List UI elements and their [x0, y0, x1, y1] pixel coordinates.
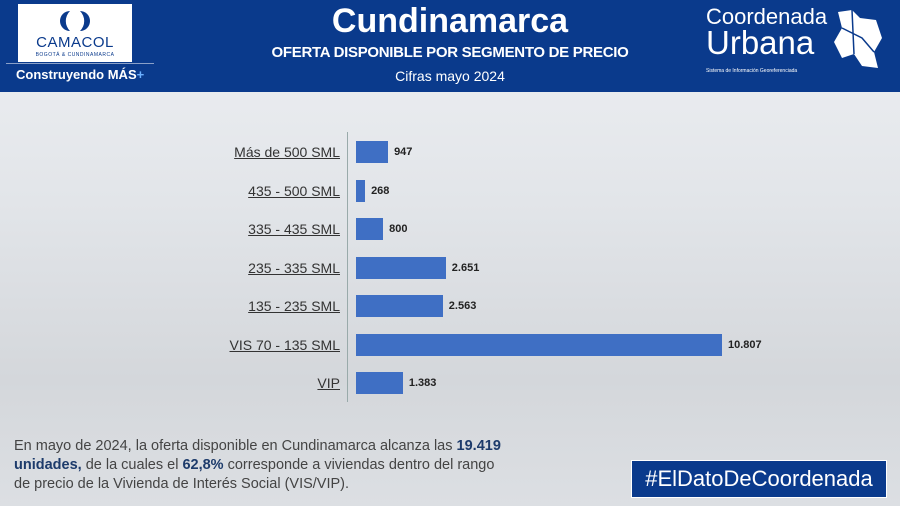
bar [356, 179, 366, 202]
hashtag-badge: #ElDatoDeCoordenada [631, 460, 887, 498]
page-subtitle: OFERTA DISPONIBLE POR SEGMENTO DE PRECIO [271, 44, 629, 61]
camacol-name: CAMACOL [36, 34, 114, 51]
category-label: 435 - 500 SML [248, 182, 340, 199]
bar [356, 218, 384, 240]
date-note: Cifras mayo 2024 [395, 68, 505, 84]
bar [356, 295, 443, 317]
bar [356, 372, 403, 394]
camacol-mark-icon [60, 11, 90, 31]
tagline: Construyendo MÁS+ [16, 67, 145, 82]
coordenada-urbana-logo: Coordenada Urbana Sistema de Información… [706, 4, 828, 75]
data-label: 2.563 [448, 300, 477, 312]
camacol-logo: CAMACOL BOGOTÁ & CUNDINAMARCA [18, 4, 132, 62]
y-axis-line [347, 132, 348, 402]
category-label: Más de 500 SML [234, 144, 340, 160]
category-label: 335 - 435 SML [248, 221, 340, 237]
data-label: 268 [371, 184, 390, 197]
divider [6, 63, 154, 64]
camacol-sub: BOGOTÁ & CUNDINAMARCA [35, 52, 115, 58]
category-label: 135 - 235 SML [248, 298, 340, 314]
data-label: 800 [389, 223, 408, 235]
data-label: 10.807 [728, 338, 762, 351]
category-label: 235 - 335 SML [248, 259, 340, 276]
map-icon [834, 9, 882, 68]
page-title: Cundinamarca [331, 2, 569, 40]
data-label: 2.651 [451, 261, 480, 274]
data-label: 1.383 [408, 377, 437, 389]
bar [356, 141, 389, 163]
bar [356, 256, 446, 279]
bar [356, 333, 722, 356]
footer-text: En mayo de 2024, la oferta disponible en… [14, 438, 501, 492]
header-banner: CAMACOL BOGOTÁ & CUNDINAMARCA Construyen… [0, 0, 900, 92]
category-label: VIS 70 - 135 SML [229, 336, 340, 353]
category-label: VIP [317, 375, 340, 391]
data-label: 947 [394, 146, 413, 158]
